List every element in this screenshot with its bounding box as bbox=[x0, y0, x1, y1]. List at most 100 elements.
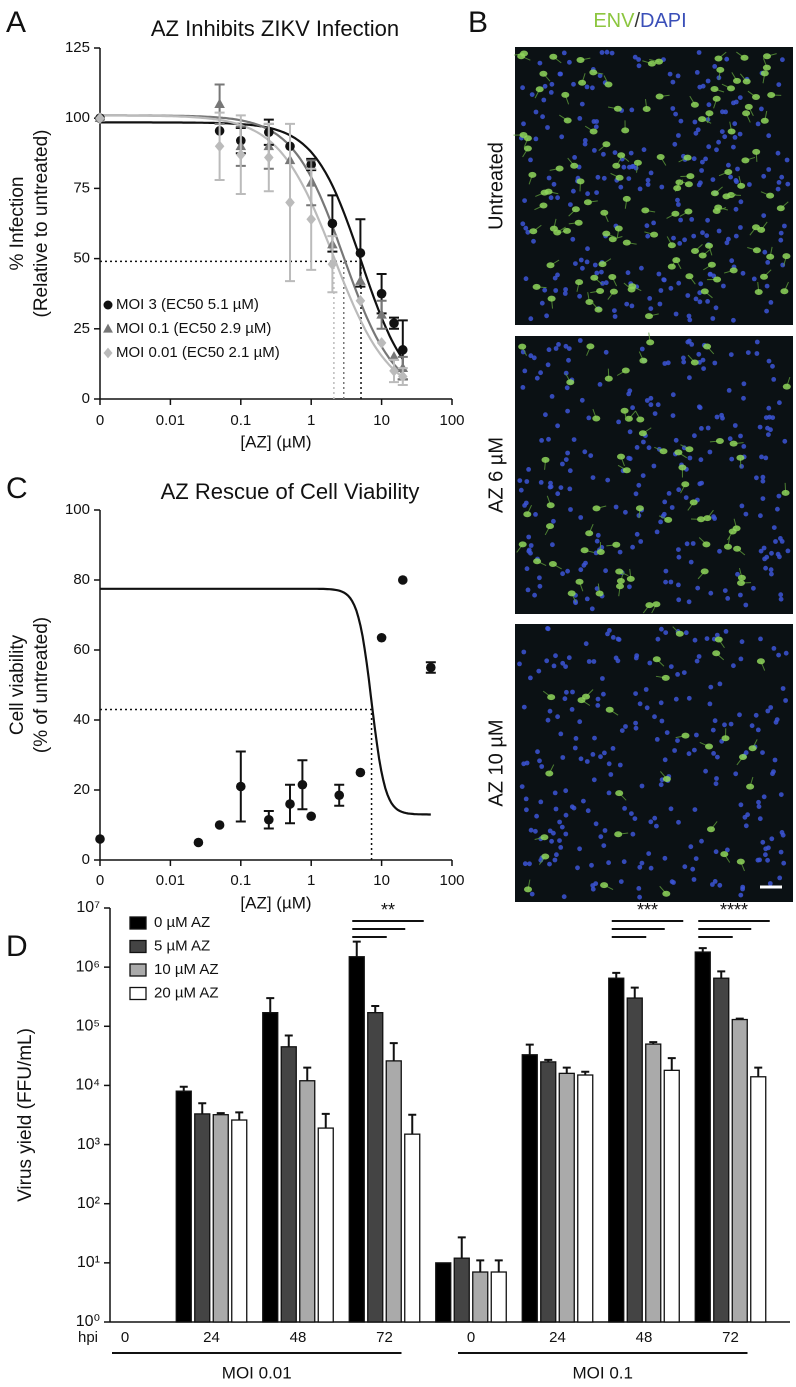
nucleus bbox=[591, 659, 597, 664]
y-tick-label: 25 bbox=[73, 320, 90, 337]
nucleus bbox=[566, 357, 571, 363]
infected-cell bbox=[635, 505, 644, 512]
infected-cell bbox=[661, 674, 670, 681]
infected-cell bbox=[541, 853, 550, 860]
x-tick-label: 100 bbox=[439, 872, 464, 889]
nucleus bbox=[584, 84, 590, 90]
nucleus bbox=[546, 175, 552, 181]
nucleus bbox=[528, 157, 533, 163]
x-tick-label: 48 bbox=[290, 1329, 307, 1346]
x-tick-label: 10 bbox=[373, 872, 390, 889]
nucleus bbox=[741, 444, 747, 449]
nucleus bbox=[571, 188, 576, 194]
nucleus bbox=[775, 150, 781, 156]
bar bbox=[280, 1046, 297, 1323]
nucleus bbox=[548, 90, 554, 95]
nucleus bbox=[688, 559, 694, 565]
nucleus bbox=[645, 177, 651, 183]
nucleus bbox=[728, 174, 733, 180]
nucleus bbox=[526, 467, 531, 472]
y-tick-label: 40 bbox=[73, 711, 90, 728]
nucleus bbox=[705, 78, 711, 84]
infected-cell bbox=[612, 541, 621, 548]
nucleus bbox=[626, 391, 632, 397]
nucleus bbox=[563, 831, 569, 837]
x-tick-label: 72 bbox=[376, 1329, 393, 1346]
infected-cell bbox=[636, 416, 645, 423]
nucleus bbox=[632, 816, 638, 821]
nucleus bbox=[548, 195, 554, 201]
nucleus bbox=[769, 550, 774, 556]
nucleus bbox=[598, 834, 604, 840]
infected-cell bbox=[639, 357, 648, 364]
nucleus bbox=[705, 299, 710, 304]
nucleus bbox=[534, 375, 540, 381]
infected-cell bbox=[691, 248, 699, 254]
nucleus bbox=[636, 482, 642, 488]
nucleus bbox=[529, 92, 535, 97]
nucleus bbox=[745, 350, 751, 355]
nucleus bbox=[728, 352, 734, 357]
nucleus bbox=[565, 408, 570, 414]
nucleus bbox=[775, 506, 780, 512]
nucleus bbox=[771, 377, 777, 382]
infected-cell bbox=[528, 171, 537, 178]
nucleus bbox=[766, 432, 771, 437]
nucleus bbox=[695, 585, 701, 591]
nucleus bbox=[546, 347, 552, 353]
infected-cell bbox=[541, 456, 550, 463]
nucleus bbox=[602, 828, 608, 833]
nucleus bbox=[687, 455, 693, 461]
nucleus bbox=[760, 496, 766, 501]
nucleus bbox=[636, 63, 642, 69]
legend-label: 5 µM AZ bbox=[154, 937, 210, 954]
nucleus bbox=[757, 857, 762, 863]
legend-swatch bbox=[129, 963, 147, 977]
infected-cell bbox=[617, 453, 625, 460]
nucleus bbox=[711, 514, 716, 520]
marker-circle bbox=[355, 767, 366, 778]
nucleus bbox=[731, 317, 736, 323]
nucleus bbox=[542, 83, 548, 89]
infected-cell bbox=[517, 53, 526, 60]
nucleus bbox=[632, 54, 638, 60]
bar bbox=[558, 1072, 575, 1323]
nucleus bbox=[693, 856, 699, 861]
legend-label: 20 µM AZ bbox=[154, 984, 219, 1001]
nucleus bbox=[783, 650, 789, 656]
nucleus bbox=[644, 705, 650, 711]
nucleus bbox=[763, 852, 768, 858]
nucleus bbox=[647, 660, 653, 666]
infected-cell bbox=[596, 288, 605, 294]
nucleus bbox=[731, 663, 736, 669]
nucleus bbox=[563, 812, 569, 818]
nucleus bbox=[648, 402, 654, 408]
infected-cell bbox=[566, 379, 575, 386]
nucleus bbox=[567, 59, 572, 65]
infected-cell bbox=[716, 66, 725, 73]
nucleus bbox=[549, 394, 555, 399]
nucleus bbox=[540, 114, 545, 120]
nucleus bbox=[558, 485, 564, 490]
nucleus bbox=[762, 249, 768, 255]
nucleus bbox=[590, 752, 596, 757]
nucleus bbox=[522, 861, 528, 867]
group-label: MOI 0.01 bbox=[222, 1363, 292, 1382]
nucleus bbox=[667, 71, 673, 77]
nucleus bbox=[722, 134, 728, 140]
nucleus bbox=[539, 300, 545, 306]
micrograph bbox=[515, 624, 793, 902]
infected-cell bbox=[563, 117, 572, 124]
marker-circle bbox=[264, 814, 274, 825]
nucleus bbox=[548, 480, 553, 486]
nucleus bbox=[725, 847, 730, 853]
bar bbox=[194, 1113, 211, 1323]
infected-cell bbox=[574, 219, 583, 226]
infected-cell bbox=[681, 481, 690, 488]
error-bar bbox=[408, 1113, 417, 1135]
marker-diamond bbox=[236, 148, 246, 161]
nucleus bbox=[565, 450, 570, 456]
nucleus bbox=[627, 456, 633, 462]
nucleus bbox=[601, 151, 606, 157]
marker-diamond bbox=[214, 140, 225, 153]
